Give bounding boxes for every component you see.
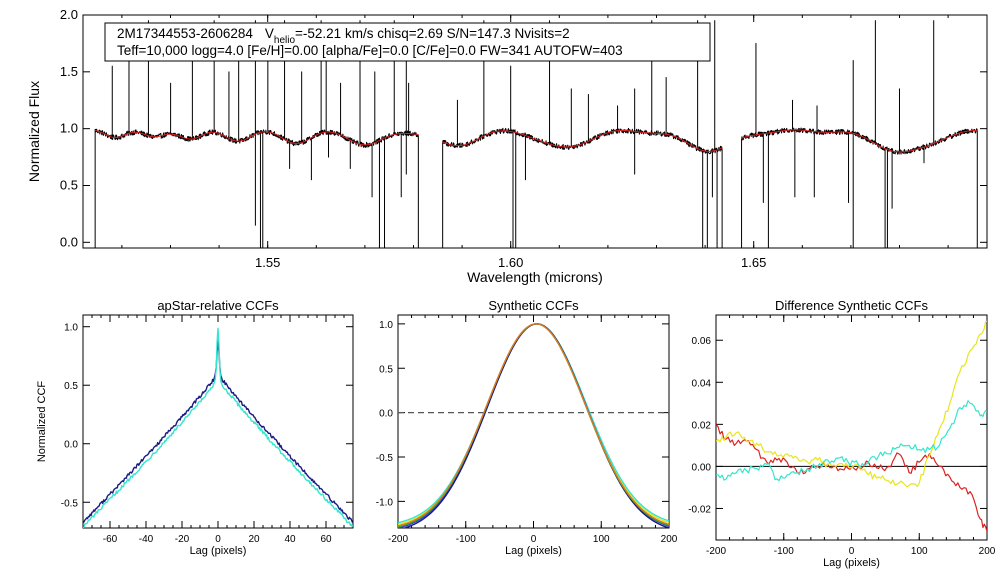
spectrum-xtick-label: 1.65: [741, 255, 766, 270]
spectrum-ytick-label: 0.5: [60, 177, 78, 192]
spectrum-ytick-label: 1.5: [60, 64, 78, 79]
synthetic_ccf-xtick-label: 100: [593, 534, 610, 545]
difference_ccf-ytick-label: 0.02: [692, 420, 712, 431]
spectrum-model-chip-1: [95, 129, 419, 146]
synthetic_ccf-xtick-label: 0: [531, 534, 537, 545]
apstar_ccf-ytick-label: 0.5: [64, 381, 78, 392]
apstar_ccf-ytick-label: 0.0: [64, 440, 78, 451]
synthetic-ccf-s6: [398, 323, 669, 527]
spectrum-observed-chip-2: [442, 20, 723, 248]
info-box: 2M17344553-2606284 Vhelio=-52.21 km/s chi…: [104, 22, 711, 62]
difference_ccf-ytick-label: 0.06: [692, 336, 712, 347]
difference_ccf-ytick-label: 0.00: [692, 462, 712, 473]
spectrum-xtick-label: 1.60: [498, 255, 523, 270]
difference_ccf-xtick-label: -200: [706, 546, 726, 557]
apstar_ccf-ytick-label: -0.5: [61, 498, 79, 509]
apstar_ccf-xtick-label: -40: [139, 534, 154, 545]
apstar_ccf-ylabel: Normalized CCF: [36, 381, 48, 463]
spectrum-xlabel: Wavelength (microns): [467, 269, 603, 285]
difference_ccf-xtick-label: 200: [979, 546, 996, 557]
apstar_ccf-xtick-label: 0: [215, 534, 221, 545]
spectrum-plot-frame: [82, 14, 988, 249]
difference_ccf-xlabel: Lag (pixels): [823, 557, 880, 569]
difference_ccf-xtick-label: 0: [849, 546, 855, 557]
apstar-ccf-panel: -60 -40 -20 0 20 40 60 -0.5 0.0 0.5 1.0 apStar-rela…: [36, 298, 354, 557]
difference_ccf-xtick-label: -100: [774, 546, 794, 557]
spectrum-model-chip-3: [741, 129, 978, 153]
apstar_ccf-title: apStar-relative CCFs: [157, 298, 279, 313]
difference-ccf-cyan: [716, 400, 987, 482]
spectrum-ylabel: Normalized Flux: [26, 81, 42, 182]
info-star-id: 2M17344553-2606284: [117, 26, 253, 41]
difference_ccf-ytick-label: -0.02: [688, 504, 711, 515]
synthetic_ccf-title: Synthetic CCFs: [488, 298, 579, 313]
info-v-symbol: V: [265, 26, 274, 41]
synthetic_ccf-xtick-label: -100: [456, 534, 476, 545]
spectrum-panel: 1.55 1.60 1.65 0.0 0.5 1.0 1.5 2.0 Wavelength (m…: [26, 7, 988, 285]
info-box-frame: [104, 22, 711, 62]
apstar_ccf-xtick-label: -60: [103, 534, 118, 545]
spectrum-model-chip-2: [442, 129, 723, 152]
apstar_ccf-xlabel: Lag (pixels): [190, 545, 247, 557]
apstar-ccf-visit-2: [83, 327, 353, 528]
spectrum-observed-chip-3: [741, 20, 978, 248]
synthetic_ccf-ytick-label: -0.5: [376, 453, 394, 464]
difference-ccf-red: [716, 423, 987, 532]
synthetic-ccf-panel: -200 -100 0 100 200 -1.0 -0.5 0.0 0.5 1.0 Syntheti…: [376, 298, 678, 557]
synthetic_ccf-xlabel: Lag (pixels): [505, 545, 562, 557]
difference_ccf-xtick-label: 100: [911, 546, 928, 557]
info-line-1-rest: =-52.21 km/s chisq=2.69 S/N=147.3 Nvisit…: [295, 26, 570, 41]
synthetic_ccf-ytick-label: -1.0: [376, 497, 394, 508]
apstar_ccf-xtick-label: -20: [175, 534, 190, 545]
difference-ccf-yellow: [716, 320, 987, 488]
info-line-2: Teff=10,000 logg=4.0 [Fe/H]=0.00 [alpha/…: [117, 43, 623, 58]
synthetic_ccf-xtick-label: -200: [388, 534, 408, 545]
apstar_ccf-xtick-label: 20: [248, 534, 260, 545]
spectrum-xtick-label: 1.55: [255, 255, 280, 270]
synthetic_ccf-ytick-label: 1.0: [379, 320, 393, 331]
spectrum-ytick-label: 1.0: [60, 121, 78, 136]
info-v-subscript: helio: [274, 35, 296, 46]
synthetic_ccf-ytick-label: 0.5: [379, 364, 393, 375]
apstar_ccf-xtick-label: 40: [284, 534, 296, 545]
difference_ccf-plot-frame: [715, 314, 988, 541]
apstar_ccf-ytick-label: 1.0: [64, 323, 78, 334]
apstar-ccf-visit-1: [83, 340, 353, 524]
spectrum-ytick-label: 0.0: [60, 234, 78, 249]
info-line-1: 2M17344553-2606284 Vhelio=-52.21 km/s chi…: [117, 26, 570, 46]
difference-ccf-panel: -200 -100 0 100 200 -0.02 0.00 0.02 0.04 0.06 Diff…: [688, 298, 996, 569]
difference_ccf-ytick-label: 0.04: [692, 378, 712, 389]
apstar_ccf-xtick-label: 60: [320, 534, 332, 545]
spectrum-ytick-label: 2.0: [60, 7, 78, 22]
difference_ccf-title: Difference Synthetic CCFs: [775, 298, 928, 313]
synthetic_ccf-xtick-label: 200: [661, 534, 678, 545]
synthetic_ccf-ytick-label: 0.0: [379, 409, 393, 420]
